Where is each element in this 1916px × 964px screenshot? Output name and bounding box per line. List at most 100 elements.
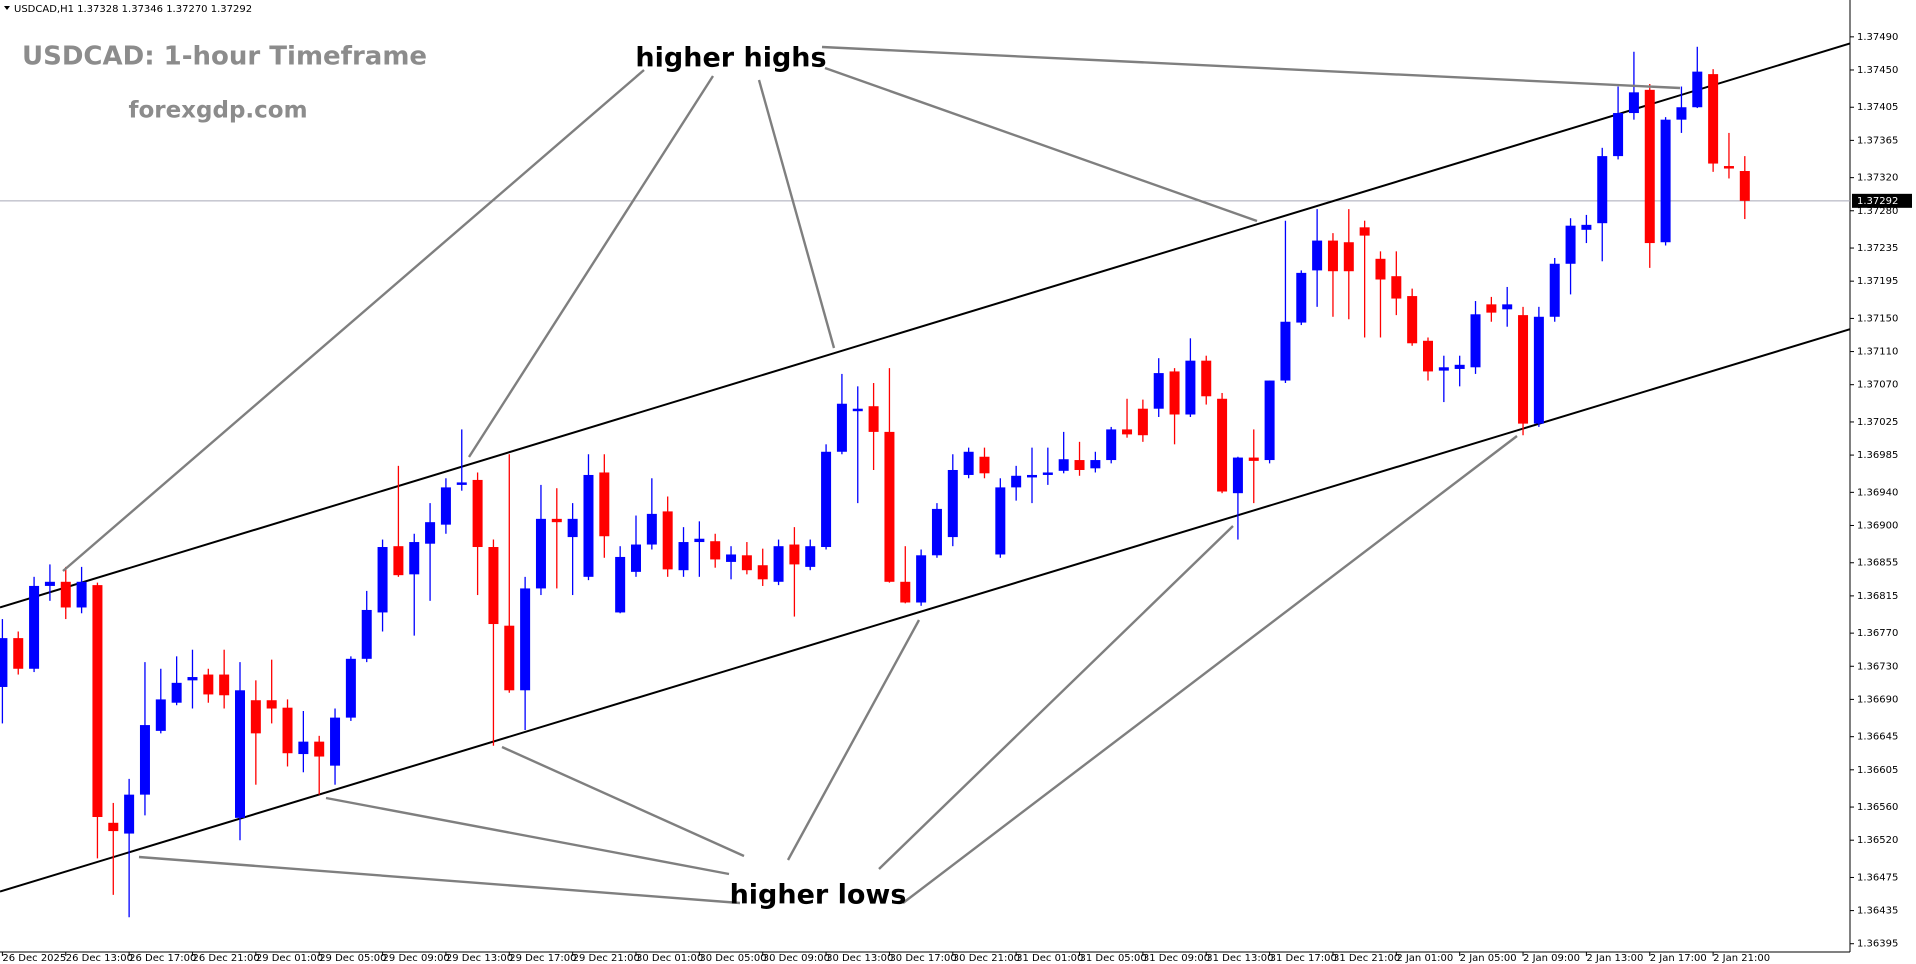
x-tick-label: 26 Dec 2025 <box>2 953 66 964</box>
candle-body <box>773 546 784 582</box>
candle-body <box>219 674 230 696</box>
y-tick-label: 1.37365 <box>1857 135 1898 146</box>
candle-body <box>599 472 610 537</box>
candle-body <box>124 794 135 834</box>
candle-body <box>1391 276 1402 299</box>
candle-body <box>757 565 768 580</box>
candle-body <box>139 725 150 795</box>
candle-body <box>1343 242 1354 272</box>
candle-body <box>1549 263 1560 317</box>
pointer-line <box>824 66 1258 223</box>
x-tick-label: 30 Dec 17:00 <box>889 953 956 964</box>
y-tick-label: 1.36940 <box>1857 487 1898 498</box>
y-tick-label: 1.36855 <box>1857 558 1898 569</box>
x-tick-label: 2 Jan 13:00 <box>1586 953 1643 964</box>
candle-body <box>726 554 737 562</box>
y-tick-label: 1.36560 <box>1857 802 1898 813</box>
candle-body <box>76 581 87 608</box>
pointer-line <box>62 69 645 572</box>
candle-body <box>694 538 705 543</box>
candle-body <box>235 690 245 818</box>
y-tick-label: 1.37110 <box>1857 347 1898 358</box>
candle-body <box>1106 429 1117 461</box>
candle-body <box>1407 296 1418 344</box>
pointer-line <box>501 745 745 858</box>
x-tick-label: 31 Dec 21:00 <box>1333 953 1400 964</box>
x-tick-label: 2 Jan 05:00 <box>1460 953 1517 964</box>
candle-body <box>250 700 261 734</box>
candle-body <box>1248 457 1259 461</box>
y-tick-label: 1.37405 <box>1857 102 1898 113</box>
pointer-line <box>467 75 715 458</box>
candle-body <box>1185 360 1196 415</box>
candle-body <box>900 581 911 603</box>
candle-body <box>409 542 420 575</box>
annotation: higher lows <box>730 880 907 911</box>
candle-body <box>345 658 356 718</box>
candle-body <box>92 585 103 818</box>
candle-body <box>1042 472 1053 475</box>
candle-body <box>821 451 832 548</box>
candle-body <box>741 555 752 571</box>
candle-body <box>1660 119 1671 243</box>
candle-body <box>1090 460 1101 469</box>
candle-body <box>1597 156 1608 224</box>
y-tick-label: 1.37490 <box>1857 32 1898 43</box>
candle-body <box>646 513 657 545</box>
candle-body <box>504 625 515 691</box>
x-tick-label: 31 Dec 17:00 <box>1270 953 1337 964</box>
last-price-box <box>1852 193 1912 208</box>
y-tick-label: 1.36395 <box>1857 939 1898 950</box>
candle-body <box>1438 367 1449 371</box>
x-tick-label: 30 Dec 21:00 <box>953 953 1020 964</box>
candle-body <box>1074 460 1085 470</box>
x-tick-label: 2 Jan 21:00 <box>1713 953 1770 964</box>
candle-body <box>1708 74 1719 164</box>
y-tick-label: 1.37025 <box>1857 417 1898 428</box>
candle-body <box>298 741 309 755</box>
candle-body <box>60 581 71 608</box>
annotation: higher highs <box>635 43 826 74</box>
candle-body <box>836 403 847 452</box>
x-tick-label: 31 Dec 05:00 <box>1080 953 1147 964</box>
pointer-line <box>786 619 921 861</box>
candle-body <box>0 638 8 687</box>
candle-body <box>1692 71 1703 108</box>
candle-body <box>678 542 689 571</box>
y-tick-label: 1.36520 <box>1857 835 1898 846</box>
candle-body <box>155 699 166 731</box>
candle-body <box>456 482 467 485</box>
y-tick-label: 1.36690 <box>1857 694 1898 705</box>
candle-body <box>852 408 863 412</box>
x-tick-label: 30 Dec 13:00 <box>826 953 893 964</box>
candle-body <box>266 700 277 709</box>
candle-body <box>1502 304 1513 310</box>
candle-body <box>1581 224 1592 230</box>
x-tick-label: 29 Dec 09:00 <box>383 953 450 964</box>
candle-body <box>868 406 879 432</box>
y-tick-label: 1.36645 <box>1857 732 1898 743</box>
x-tick-label: 29 Dec 01:00 <box>256 953 323 964</box>
candle-body <box>1232 457 1243 494</box>
x-tick-label: 29 Dec 21:00 <box>573 953 640 964</box>
candle-body <box>1153 373 1164 409</box>
x-tick-label: 29 Dec 17:00 <box>509 953 576 964</box>
y-tick-label: 1.36985 <box>1857 450 1898 461</box>
candle-body <box>1137 408 1148 436</box>
candle-body <box>187 677 198 681</box>
candle-body <box>567 518 578 538</box>
x-tick-label: 26 Dec 17:00 <box>129 953 196 964</box>
pointer-line <box>878 525 1234 870</box>
candle-body <box>393 546 404 576</box>
y-tick-label: 1.37280 <box>1857 206 1898 217</box>
candle-body <box>662 511 673 570</box>
pointer-line <box>325 796 730 876</box>
x-tick-label: 31 Dec 09:00 <box>1143 953 1210 964</box>
candle-body <box>488 547 499 625</box>
candle-body <box>1296 272 1307 323</box>
trendline <box>0 42 1851 609</box>
candle-body <box>947 469 958 538</box>
candle-body <box>583 474 594 577</box>
candle-body <box>963 451 974 475</box>
y-tick-label: 1.36605 <box>1857 765 1898 776</box>
